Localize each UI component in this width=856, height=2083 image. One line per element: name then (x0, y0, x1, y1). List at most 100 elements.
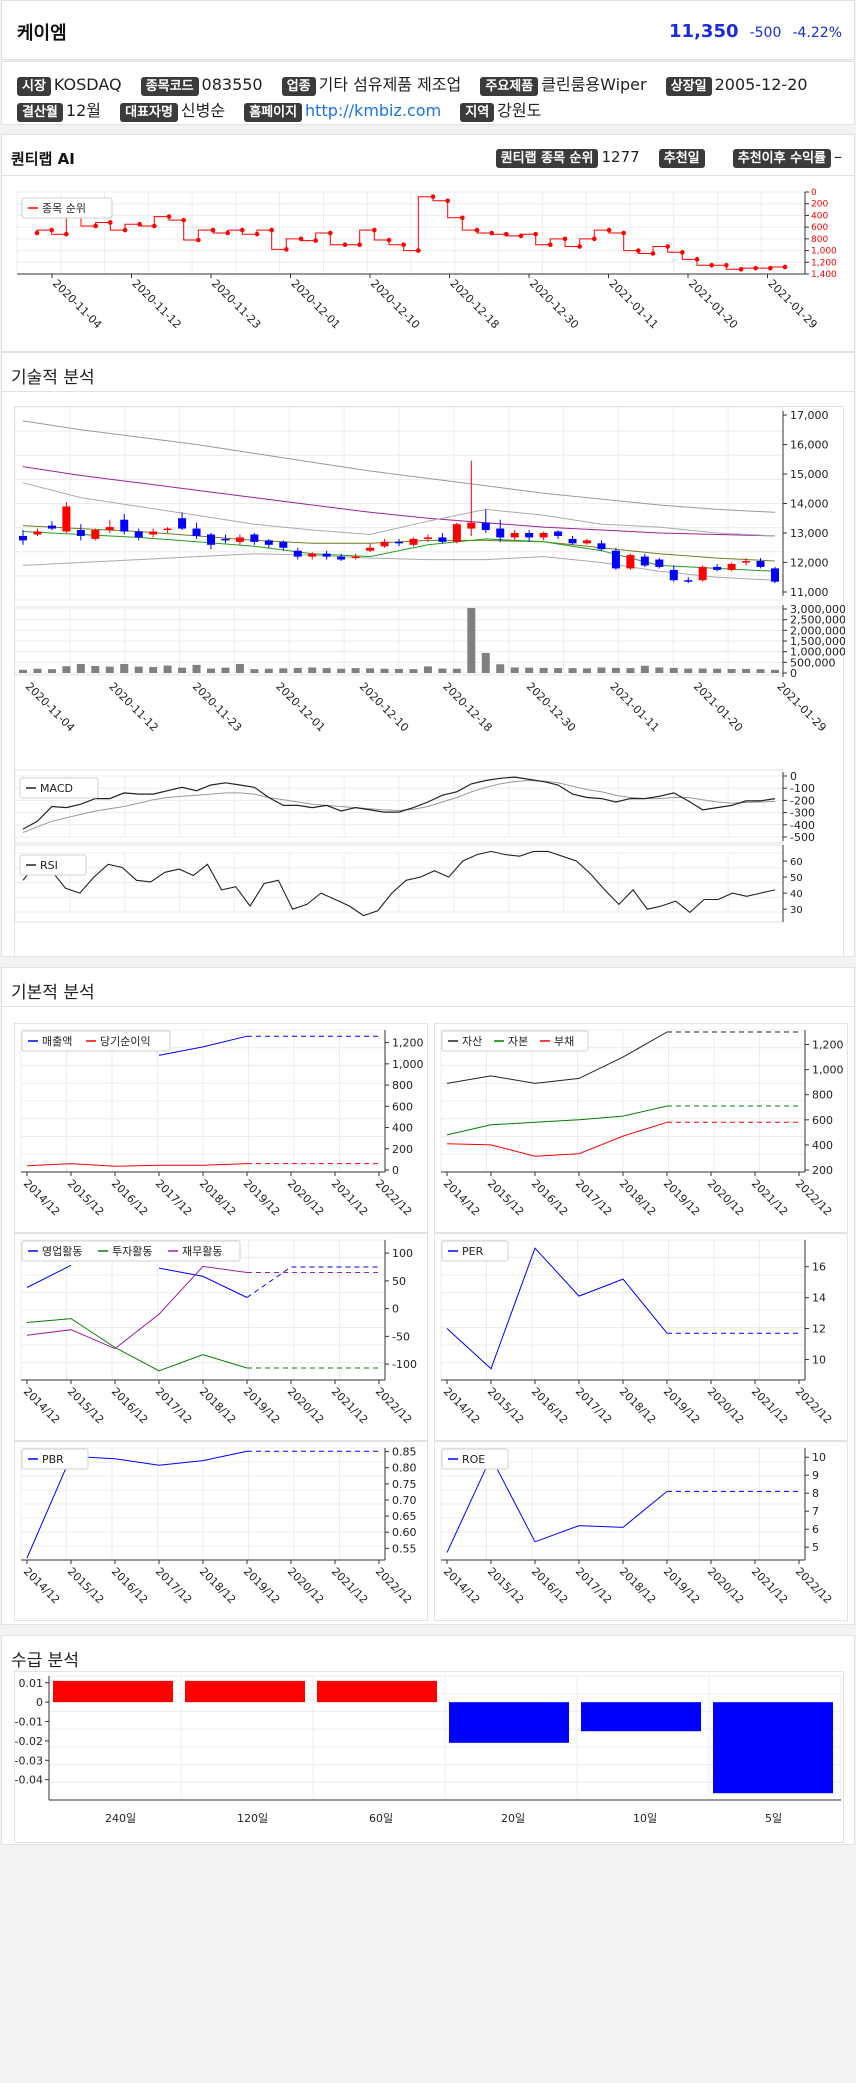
rsi-ytick-label: 40 (790, 889, 803, 900)
fs-cashflow-ytick-label: 50 (392, 1275, 406, 1288)
volume-bar (279, 668, 288, 673)
fs-roe-ytick-label: 7 (812, 1505, 819, 1518)
rank-point (753, 265, 758, 271)
volume-bar (62, 666, 71, 673)
candle-body (669, 569, 678, 581)
supply-bar (53, 1680, 173, 1703)
rank-point (621, 230, 626, 236)
rank-value: 1277 (601, 148, 640, 166)
rank-point (694, 257, 700, 262)
candle-body (33, 531, 42, 535)
rank-point (328, 230, 333, 236)
fs-pbr-xtick-label: 2022/12 (373, 1565, 415, 1607)
fs-cashflow-legend-label: 재무활동 (182, 1244, 222, 1258)
rank-point (518, 233, 524, 239)
supply-xtick-label: 20일 (501, 1811, 525, 1825)
ma-line-gray_outer_upper (22, 420, 776, 513)
candle-body (19, 535, 27, 541)
market-value: KOSDAQ (53, 75, 122, 94)
volume-bar (698, 668, 707, 673)
volume-bar (250, 669, 259, 673)
rank-point (313, 238, 318, 243)
rank-point (577, 244, 582, 249)
candle-body (409, 538, 418, 545)
rank-point (34, 230, 40, 236)
homepage-link[interactable]: http://kmbiz.com (305, 101, 442, 120)
price-ytick-label: 16,000 (790, 439, 829, 452)
fs-revenue-xtick-label: 2021/12 (329, 1177, 371, 1219)
ai-title: 퀀티랩 AI (11, 150, 75, 168)
volume-bar (33, 668, 42, 673)
recommend-return-value: – (834, 147, 842, 166)
fs-balance-xtick-label: 2018/12 (617, 1177, 659, 1219)
volume-bar (684, 668, 693, 673)
fs-per-xtick-label: 2016/12 (529, 1385, 571, 1427)
candle-body (163, 528, 172, 531)
recommend-date-label: 추천일 (658, 149, 705, 168)
price-ytick-label: 11,000 (790, 586, 829, 599)
candle-body (452, 524, 461, 542)
volume-bar (597, 667, 606, 673)
fs-roe-ytick-label: 6 (812, 1523, 819, 1536)
candle-body (423, 537, 432, 539)
price-ytick-label: 17,000 (790, 409, 829, 422)
volume-ytick-label: 0 (790, 667, 797, 680)
rank-point (64, 231, 69, 237)
rank-legend (21, 197, 113, 219)
volume-bar (727, 668, 736, 673)
rank-point (474, 227, 480, 233)
fs-pbr-ytick-label: 0.85 (392, 1446, 417, 1459)
ma-line-green (22, 531, 776, 572)
rank-ytick-label: 800 (811, 235, 828, 245)
fs-per-xtick-label: 2020/12 (705, 1385, 747, 1427)
rank-ytick-label: 600 (811, 223, 828, 233)
candle-body (698, 566, 707, 581)
supply-xtick-label: 60일 (369, 1811, 393, 1825)
volume-bar (322, 668, 331, 673)
fs-roe-xtick-label: 2016/12 (529, 1565, 571, 1607)
stock-name: 케이엠 (17, 23, 67, 44)
fs-balance-xtick-label: 2016/12 (529, 1177, 571, 1219)
price-ytick-label: 14,000 (790, 498, 829, 511)
region-value: 강원도 (497, 101, 542, 120)
volume-bar (771, 669, 779, 673)
supply-ytick-label: -0.03 (15, 1754, 43, 1767)
volume-xtick-label: 2021-01-29 (774, 680, 828, 734)
rank-xtick-label: 2020-12-10 (368, 277, 422, 331)
fs-cashflow-xtick-label: 2019/12 (241, 1385, 283, 1427)
rank-point (401, 242, 406, 248)
fs-revenue-ytick-label: 200 (392, 1143, 413, 1156)
fs-per-xtick-label: 2018/12 (617, 1385, 659, 1427)
fs-per-legend-label: PER (462, 1245, 484, 1258)
balance-chart: 1,200 1,000 800 600 400 200 2014/12 2015/12 2016… (440, 1029, 844, 1219)
fs-roe-series-line (446, 1456, 668, 1553)
fundamental-card: 기본적 분석 1,200 1,000 800 600 400 200 0 2014/12 201… (1, 967, 855, 1625)
product-value: 클린룸용Wiper (541, 75, 647, 94)
candle-body (47, 525, 56, 529)
volume-bar (380, 668, 389, 673)
supply-bar (185, 1680, 305, 1703)
fs-pbr-xtick-label: 2016/12 (109, 1565, 151, 1607)
rank-point (489, 230, 494, 236)
fs-per-xtick-label: 2015/12 (485, 1385, 527, 1427)
rank-point (254, 231, 260, 237)
volume-bar (611, 667, 620, 673)
volume-bar (366, 668, 375, 673)
supply-panel: 240일 120일 60일 20일 10일 5일 0.01 0 -0.01 -0.02 -0.03 -… (14, 1671, 844, 1843)
macd-ytick-label: -200 (790, 794, 815, 807)
rank-point (49, 227, 54, 233)
sector-label: 업종 (281, 77, 316, 96)
supply-ytick-label: -0.04 (15, 1774, 43, 1787)
fs-per-xtick-label: 2019/12 (661, 1385, 703, 1427)
fs-revenue-series-line (26, 1163, 248, 1167)
candle-body (539, 533, 548, 538)
fs-pbr-xtick-label: 2015/12 (65, 1565, 107, 1607)
candle-body (626, 555, 635, 569)
candle-body (438, 537, 447, 542)
volume-bar (626, 668, 635, 673)
fs-roe-xtick-label: 2021/12 (749, 1565, 791, 1607)
candle-body (76, 530, 85, 536)
fs-pbr-ytick-label: 0.65 (392, 1510, 417, 1523)
candle-body (279, 541, 288, 548)
fs-cashflow-ytick-label: -50 (392, 1330, 410, 1343)
